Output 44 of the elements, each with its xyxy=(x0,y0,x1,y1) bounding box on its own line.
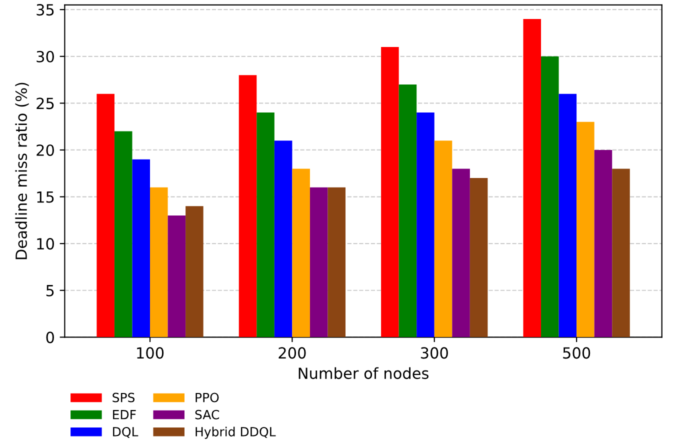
bar xyxy=(238,75,257,338)
bar xyxy=(416,112,434,338)
bar xyxy=(612,168,630,338)
bar xyxy=(114,131,132,338)
y-axis-title: Deadline miss ratio (%) xyxy=(15,82,29,260)
y-tick-label: 0 xyxy=(46,332,54,344)
y-tick-label: 35 xyxy=(36,4,54,16)
x-axis-title: Number of nodes xyxy=(298,367,428,380)
y-tick-label: 20 xyxy=(36,144,54,156)
bar xyxy=(541,56,559,338)
legend-label: SPS xyxy=(112,392,135,402)
bar xyxy=(310,187,328,338)
legend-label: Hybrid DDQL xyxy=(196,426,276,439)
bar xyxy=(274,140,292,338)
y-tick-label: 30 xyxy=(36,50,54,62)
bar xyxy=(256,112,274,338)
bar xyxy=(186,206,204,338)
legend-label: PPO xyxy=(196,392,219,402)
bar xyxy=(398,84,417,338)
x-tick-label: 500 xyxy=(563,347,590,359)
bar xyxy=(434,140,452,338)
bar xyxy=(328,187,346,338)
x-tick-label: 300 xyxy=(420,347,448,359)
bar xyxy=(470,178,488,338)
x-tick-label: 100 xyxy=(137,347,164,359)
legend-label: EDF xyxy=(113,410,136,420)
bar xyxy=(132,159,150,338)
bar xyxy=(150,187,168,338)
y-tick-label: 15 xyxy=(37,191,54,203)
bar xyxy=(558,94,577,338)
y-tick-label: 10 xyxy=(37,238,54,250)
legend-label: DQL xyxy=(113,426,138,438)
bar xyxy=(292,168,310,338)
bar xyxy=(452,168,470,338)
x-tick-label: 200 xyxy=(278,347,306,359)
y-tick-label: 25 xyxy=(36,98,54,110)
bar xyxy=(168,216,186,338)
legend-label: SAC xyxy=(195,410,220,420)
bar xyxy=(594,150,612,338)
bar xyxy=(381,47,399,338)
y-tick-label: 5 xyxy=(46,285,54,296)
bar xyxy=(523,18,542,338)
bar xyxy=(96,94,114,338)
bar xyxy=(576,122,594,338)
